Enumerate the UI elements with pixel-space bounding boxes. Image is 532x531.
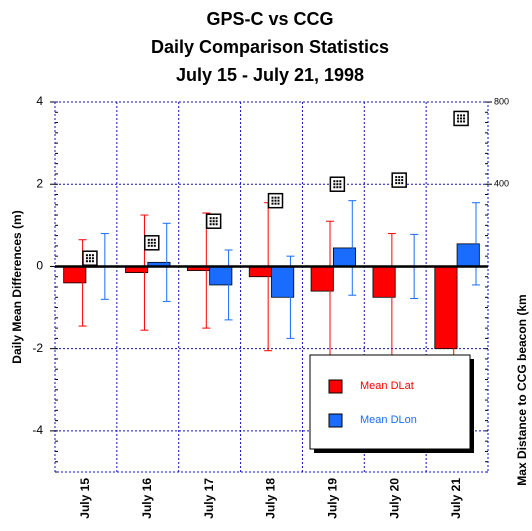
marker-dot — [398, 179, 401, 182]
y-axis-label: Daily Mean Differences (m) — [10, 210, 24, 363]
marker-dot — [209, 223, 212, 226]
x-tick-label: July 21 — [449, 478, 463, 519]
marker-dot — [401, 179, 404, 182]
marker-dot — [339, 183, 342, 186]
marker-dot — [209, 217, 212, 220]
chart-title: GPS-C vs CCG — [206, 9, 333, 29]
legend-label: Mean DLat — [360, 380, 414, 392]
y2-tick-label: 400 — [494, 179, 509, 189]
marker-dot — [147, 244, 150, 247]
marker-dot — [88, 260, 91, 263]
marker-dot — [215, 223, 218, 226]
marker-dot — [339, 186, 342, 189]
marker-dot — [85, 254, 88, 257]
marker-dot — [274, 196, 277, 199]
marker-dot — [91, 260, 94, 263]
marker-dot — [463, 117, 466, 120]
marker-dot — [336, 186, 339, 189]
marker-dot — [463, 114, 466, 117]
marker-dot — [88, 257, 91, 260]
marker-dot — [274, 202, 277, 205]
marker-dot — [277, 196, 280, 199]
marker-dot — [212, 220, 215, 223]
y-tick-label: -2 — [32, 341, 43, 355]
marker-dot — [271, 199, 274, 202]
marker-dot — [150, 238, 153, 241]
x-tick-label: July 15 — [78, 478, 92, 519]
marker-dot — [271, 202, 274, 205]
x-tick-label: July 16 — [140, 478, 154, 519]
y2-tick-label: 800 — [494, 96, 509, 106]
marker-dot — [277, 202, 280, 205]
marker-dot — [91, 254, 94, 257]
legend-label: Mean DLon — [360, 414, 417, 426]
x-tick-label: July 17 — [202, 478, 216, 519]
marker-dot — [153, 244, 156, 247]
marker-dot — [401, 182, 404, 185]
marker-dot — [212, 217, 215, 220]
marker-dot — [336, 183, 339, 186]
marker — [329, 176, 346, 192]
marker-dot — [147, 241, 150, 244]
marker-dot — [333, 186, 336, 189]
date-range: July 15 - July 21, 1998 — [176, 65, 364, 85]
marker-dot — [85, 260, 88, 263]
marker-dot — [398, 176, 401, 179]
y-tick-label: 0 — [36, 259, 43, 273]
x-tick-label: July 19 — [326, 478, 340, 519]
marker-dot — [395, 182, 398, 185]
marker — [82, 250, 98, 266]
marker-dot — [333, 180, 336, 183]
marker-dot — [460, 117, 463, 120]
marker-dot — [91, 257, 94, 260]
plot-frame — [54, 101, 489, 473]
marker-dot — [85, 257, 88, 260]
marker-dot — [398, 182, 401, 185]
marker-dot — [460, 114, 463, 117]
y2-axis-label: Max Distance to CCG beacon (km — [515, 294, 529, 485]
marker — [205, 213, 222, 229]
marker-dot — [336, 180, 339, 183]
chart-subtitle: Daily Comparison Statistics — [151, 37, 389, 57]
legend-swatch — [328, 379, 343, 394]
marker-dot — [215, 217, 218, 220]
marker-dot — [209, 220, 212, 223]
marker-dot — [457, 117, 460, 120]
marker-dot — [271, 196, 274, 199]
marker-dot — [212, 223, 215, 226]
marker-dot — [277, 199, 280, 202]
marker-dot — [457, 120, 460, 123]
marker-dot — [150, 244, 153, 247]
marker-dot — [150, 241, 153, 244]
marker — [267, 192, 284, 209]
marker-dot — [215, 220, 218, 223]
y-tick-label: 2 — [36, 176, 43, 190]
marker-dot — [153, 238, 156, 241]
y-tick-label: -4 — [32, 423, 43, 437]
marker — [391, 172, 407, 188]
marker-dot — [333, 183, 336, 186]
x-tick-label: July 18 — [264, 478, 278, 519]
y-tick-label: 4 — [36, 94, 43, 108]
marker-dot — [274, 199, 277, 202]
legend — [309, 354, 471, 450]
marker-dot — [395, 176, 398, 179]
x-tick-label: July 20 — [387, 478, 401, 519]
marker-dot — [153, 241, 156, 244]
marker-dot — [147, 238, 150, 241]
marker-dot — [463, 120, 466, 123]
marker-dot — [339, 180, 342, 183]
marker — [144, 235, 160, 251]
marker-dot — [457, 114, 460, 117]
marker-dot — [401, 176, 404, 179]
marker — [453, 110, 469, 127]
marker-dot — [88, 254, 91, 257]
marker-dot — [460, 120, 463, 123]
marker-dot — [395, 179, 398, 182]
legend-swatch — [328, 413, 343, 428]
